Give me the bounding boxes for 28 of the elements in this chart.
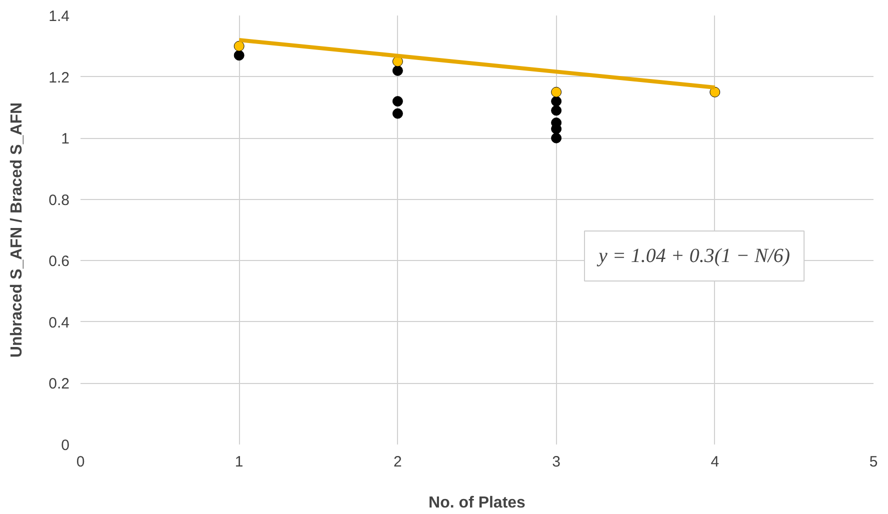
point xyxy=(392,56,403,67)
y-axis-title: Unbraced S_AFN / Braced S_AFN xyxy=(8,102,26,358)
point xyxy=(234,50,244,61)
point xyxy=(234,40,244,52)
y-tick-label: 1.4 xyxy=(48,8,70,25)
point xyxy=(551,86,562,98)
y-tick-label: 1.2 xyxy=(48,69,70,86)
y-tick-label: 1 xyxy=(61,130,70,148)
point xyxy=(551,96,562,107)
x-tick-label: 2 xyxy=(394,454,402,470)
point xyxy=(392,108,403,119)
point xyxy=(392,65,403,76)
y-tick-label: 0.2 xyxy=(48,376,70,393)
annotation: y = 1.04 + 0.3(1 − N/6) xyxy=(596,245,790,268)
x-tick-label: 3 xyxy=(552,454,560,470)
y-tick-label: 0 xyxy=(61,437,70,454)
point xyxy=(392,96,403,107)
x-tick-label: 5 xyxy=(869,454,878,470)
x-tick-label: 1 xyxy=(234,454,244,470)
point xyxy=(710,86,720,98)
x-axis-title: No. of Plates xyxy=(428,494,526,512)
x-tick-label: 4 xyxy=(710,454,720,470)
point xyxy=(551,105,562,116)
point xyxy=(551,132,562,144)
y-tick-label: 0.8 xyxy=(48,192,70,209)
x-tick-label: 0 xyxy=(76,454,85,470)
y-tick-label: 0.4 xyxy=(48,314,70,332)
y-tick-label: 0.6 xyxy=(48,253,70,270)
